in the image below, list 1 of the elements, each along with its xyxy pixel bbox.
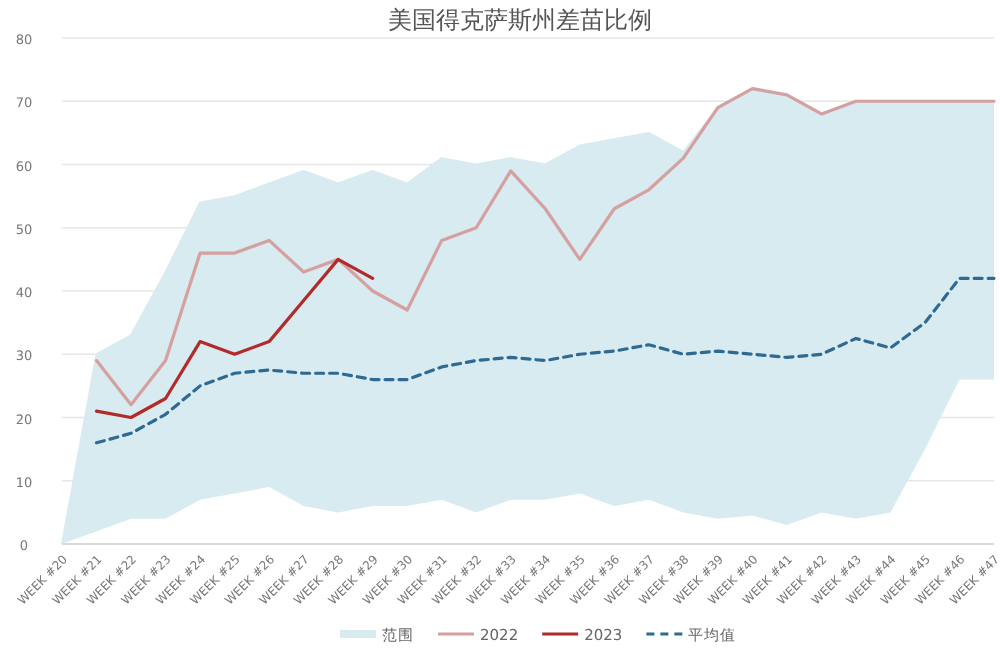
chart-title: 美国得克萨斯州差苗比例 xyxy=(388,6,652,34)
